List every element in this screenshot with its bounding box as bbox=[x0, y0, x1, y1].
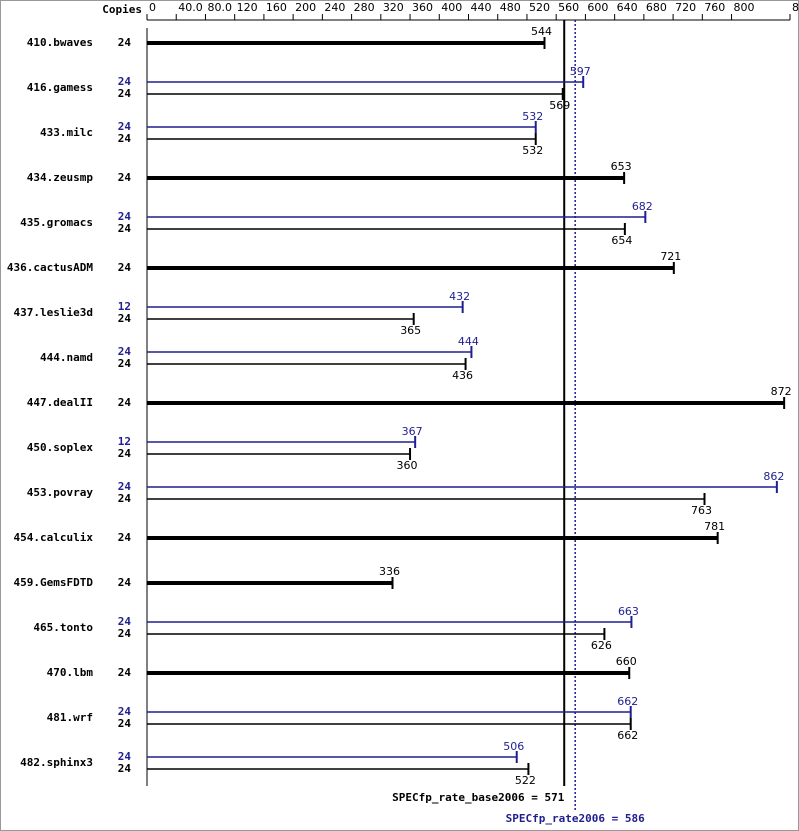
value-label: 367 bbox=[402, 425, 423, 438]
x-tick-label: 600 bbox=[587, 1, 608, 14]
benchmark-label: 482.sphinx3 bbox=[20, 756, 93, 769]
benchmark-label: 470.lbm bbox=[47, 666, 94, 679]
benchmark-label: 435.gromacs bbox=[20, 216, 93, 229]
copies-label: 24 bbox=[118, 531, 132, 544]
copies-label: 24 bbox=[118, 36, 132, 49]
copies-label: 24 bbox=[118, 705, 132, 718]
copies-label: 24 bbox=[118, 261, 132, 274]
copies-label: 24 bbox=[118, 171, 132, 184]
value-label: 663 bbox=[618, 605, 639, 618]
x-tick-label: 440 bbox=[471, 1, 492, 14]
x-tick-label: 120 bbox=[237, 1, 258, 14]
value-label: 532 bbox=[522, 144, 543, 157]
x-tick-label: 800 bbox=[734, 1, 755, 14]
x-tick-label: 880 bbox=[792, 1, 799, 14]
benchmark-label: 444.namd bbox=[40, 351, 93, 364]
benchmark-label: 410.bwaves bbox=[27, 36, 93, 49]
x-tick-label: 40.0 bbox=[178, 1, 203, 14]
copies-label: 24 bbox=[118, 132, 132, 145]
x-tick-label: 520 bbox=[529, 1, 550, 14]
value-label: 336 bbox=[379, 565, 400, 578]
copies-label: 24 bbox=[118, 357, 132, 370]
value-label: 763 bbox=[691, 504, 712, 517]
value-label: 653 bbox=[611, 160, 632, 173]
copies-label: 24 bbox=[118, 222, 132, 235]
reference-label: SPECfp_rate_base2006 = 571 bbox=[392, 791, 565, 804]
x-tick-label: 280 bbox=[354, 1, 375, 14]
copies-label: 24 bbox=[118, 345, 132, 358]
copies-label: 12 bbox=[118, 435, 131, 448]
value-label: 506 bbox=[503, 740, 524, 753]
x-tick-label: 200 bbox=[295, 1, 316, 14]
value-label: 436 bbox=[452, 369, 473, 382]
x-tick-label: 680 bbox=[646, 1, 667, 14]
benchmark-label: 436.cactusADM bbox=[7, 261, 93, 274]
copies-label: 24 bbox=[118, 762, 132, 775]
copies-label: 24 bbox=[118, 615, 132, 628]
copies-label: 24 bbox=[118, 750, 132, 763]
value-label: 432 bbox=[449, 290, 470, 303]
copies-label: 12 bbox=[118, 300, 131, 313]
copies-label: 24 bbox=[118, 576, 132, 589]
x-tick-label: 0 bbox=[149, 1, 156, 14]
value-label: 365 bbox=[400, 324, 421, 337]
x-tick-label: 760 bbox=[704, 1, 725, 14]
benchmark-label: 459.GemsFDTD bbox=[14, 576, 94, 589]
benchmark-label: 453.povray bbox=[27, 486, 94, 499]
copies-label: 24 bbox=[118, 492, 132, 505]
copies-label: 24 bbox=[118, 627, 132, 640]
value-label: 682 bbox=[632, 200, 653, 213]
x-tick-label: 320 bbox=[383, 1, 404, 14]
x-tick-label: 400 bbox=[441, 1, 462, 14]
copies-label: 24 bbox=[118, 312, 132, 325]
benchmark-label: 437.leslie3d bbox=[14, 306, 93, 319]
value-label: 660 bbox=[616, 655, 637, 668]
benchmark-label: 433.milc bbox=[40, 126, 93, 139]
copies-label: 24 bbox=[118, 210, 132, 223]
reference-label: SPECfp_rate2006 = 586 bbox=[506, 812, 645, 825]
copies-label: 24 bbox=[118, 447, 132, 460]
x-tick-label: 560 bbox=[558, 1, 579, 14]
benchmark-label: 416.gamess bbox=[27, 81, 93, 94]
value-label: 654 bbox=[611, 234, 632, 247]
benchmark-label: 450.soplex bbox=[27, 441, 94, 454]
copies-label: 24 bbox=[118, 717, 132, 730]
x-tick-label: 640 bbox=[617, 1, 638, 14]
value-label: 597 bbox=[570, 65, 591, 78]
value-label: 721 bbox=[660, 250, 681, 263]
benchmark-label: 481.wrf bbox=[47, 711, 93, 724]
value-label: 444 bbox=[458, 335, 479, 348]
value-label: 569 bbox=[549, 99, 570, 112]
benchmark-label: 454.calculix bbox=[14, 531, 94, 544]
copies-label: 24 bbox=[118, 120, 132, 133]
value-label: 781 bbox=[704, 520, 725, 533]
copies-label: 24 bbox=[118, 666, 132, 679]
value-label: 532 bbox=[522, 110, 543, 123]
copies-label: 24 bbox=[118, 75, 132, 88]
copies-label: 24 bbox=[118, 87, 132, 100]
x-tick-label: 240 bbox=[324, 1, 345, 14]
copies-header: Copies bbox=[102, 3, 142, 16]
benchmark-label: 465.tonto bbox=[33, 621, 93, 634]
value-label: 544 bbox=[531, 25, 552, 38]
value-label: 360 bbox=[397, 459, 418, 472]
value-label: 522 bbox=[515, 774, 536, 787]
benchmark-label: 447.dealII bbox=[27, 396, 93, 409]
value-label: 862 bbox=[763, 470, 784, 483]
value-label: 662 bbox=[617, 729, 638, 742]
copies-label: 24 bbox=[118, 480, 132, 493]
value-label: 872 bbox=[771, 385, 792, 398]
value-label: 662 bbox=[617, 695, 638, 708]
benchmark-label: 434.zeusmp bbox=[27, 171, 94, 184]
x-tick-label: 720 bbox=[675, 1, 696, 14]
copies-label: 24 bbox=[118, 396, 132, 409]
value-label: 626 bbox=[591, 639, 612, 652]
x-tick-label: 80.0 bbox=[207, 1, 232, 14]
x-tick-label: 360 bbox=[412, 1, 433, 14]
x-tick-label: 160 bbox=[266, 1, 287, 14]
x-tick-label: 480 bbox=[500, 1, 521, 14]
